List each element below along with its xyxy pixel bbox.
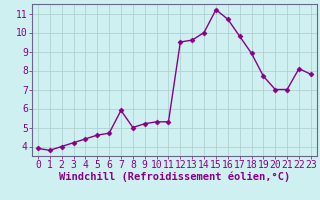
X-axis label: Windchill (Refroidissement éolien,°C): Windchill (Refroidissement éolien,°C): [59, 172, 290, 182]
